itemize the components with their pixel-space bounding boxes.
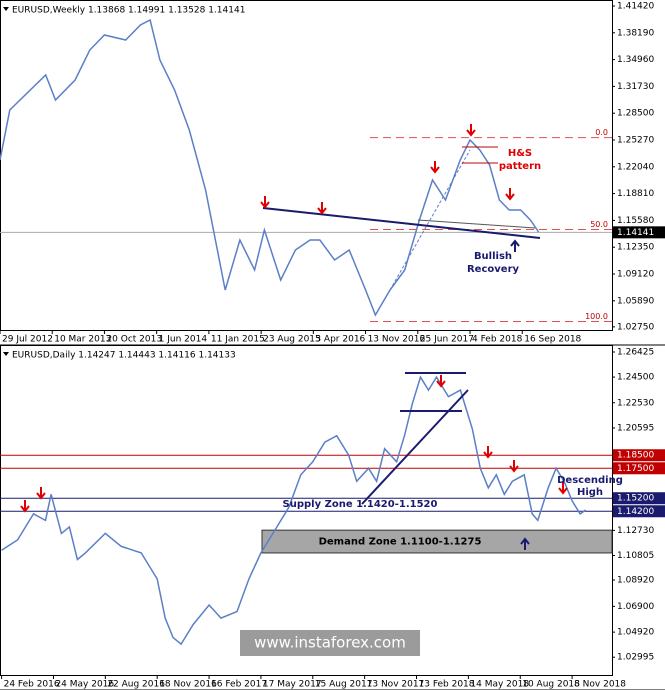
- y-tick-label: 1.38190: [617, 28, 654, 38]
- annotation: pattern: [499, 161, 541, 172]
- fib-label: 0.0: [595, 128, 608, 137]
- x-tick-label: 8 Nov 2018: [574, 680, 626, 690]
- channel: [389, 149, 471, 291]
- x-tick-label: 29 Jul 2012: [2, 335, 53, 345]
- panel-frame: [0, 345, 613, 676]
- x-tick-label: 18 Nov 2016: [159, 680, 217, 690]
- x-tick-label: 23 Aug 2015: [263, 335, 321, 345]
- annotation: Bullish: [474, 251, 512, 262]
- y-tick-label: 1.12350: [617, 243, 654, 253]
- y-tick-label: 1.10805: [617, 551, 654, 561]
- y-tick-label: 1.09120: [617, 269, 654, 279]
- price-label-bg: [613, 492, 665, 505]
- x-tick-label: 16 Sep 2018: [524, 335, 581, 345]
- fib-label: 100.0: [585, 312, 608, 321]
- price-line: [0, 18, 540, 317]
- y-tick-label: 1.05890: [617, 296, 654, 306]
- x-tick-label: 4 Feb 2018: [472, 335, 523, 345]
- price-label-bg: [613, 505, 665, 518]
- y-tick-label: 1.24500: [617, 373, 654, 383]
- price-label: 1.18500: [617, 451, 654, 461]
- price-label: 1.17500: [617, 464, 654, 474]
- arrow-down: [505, 188, 515, 201]
- arrow-down: [436, 375, 446, 388]
- top-drawings: [262, 146, 541, 291]
- x-tick-label: 20 Oct 2013: [106, 335, 162, 345]
- annotation: High: [577, 487, 603, 498]
- y-tick-label: 1.02750: [617, 322, 654, 332]
- x-tick-label: 10 Mar 2013: [54, 335, 111, 345]
- y-tick-label: 1.15580: [617, 216, 654, 226]
- y-tick-label: 1.34960: [617, 55, 654, 65]
- annotation: Descending: [557, 475, 623, 486]
- y-tick-label: 1.02995: [617, 653, 654, 663]
- bottom-arrows: [20, 375, 568, 550]
- price-label-bg: [613, 226, 665, 239]
- panel-title: EURUSD,Weekly 1.13868 1.14991 1.13528 1.…: [12, 6, 245, 16]
- x-tick-label: 24 Feb 2016: [4, 680, 60, 690]
- y-tick-label: 1.25270: [617, 135, 654, 145]
- watermark: www.instaforex.com: [254, 634, 406, 652]
- annotation: H&S: [508, 148, 532, 159]
- arrow-down: [483, 446, 493, 459]
- annotation: Recovery: [467, 264, 520, 275]
- arrow-down: [509, 460, 519, 473]
- y-tick-label: 1.06900: [617, 602, 654, 612]
- bottom-drawings: [361, 372, 469, 505]
- price-label: 1.14200: [617, 507, 654, 517]
- title-triangle: [3, 7, 9, 11]
- panel-title: EURUSD,Daily 1.14247 1.14443 1.14116 1.1…: [12, 351, 236, 361]
- y-tick-label: 1.22040: [617, 162, 654, 172]
- price-label-bg: [613, 449, 665, 462]
- neckline: [262, 207, 541, 239]
- price-label: 1.15200: [617, 494, 654, 504]
- price-line: [1, 375, 587, 646]
- y-tick-label: 1.31730: [617, 82, 654, 92]
- y-tick-label: 1.28500: [617, 109, 654, 119]
- y-tick-label: 1.12730: [617, 526, 654, 536]
- y-tick-label: 1.22530: [617, 398, 654, 408]
- y-tick-label: 1.26425: [617, 348, 654, 358]
- arrow-up: [510, 239, 520, 252]
- arrow-down: [317, 202, 327, 215]
- y-tick-label: 1.41420: [617, 1, 654, 11]
- title-triangle: [3, 352, 9, 356]
- trendline: [417, 219, 536, 229]
- annotation: Supply Zone 1.1420-1.1520: [283, 499, 438, 510]
- x-tick-label: 22 Aug 2016: [107, 680, 165, 690]
- trendline: [361, 389, 469, 505]
- x-tick-label: 25 Jun 2017: [420, 335, 474, 345]
- arrow-up: [520, 537, 530, 550]
- price-label: 1.14141: [617, 228, 654, 238]
- x-tick-label: 14 May 2018: [470, 680, 529, 690]
- watermark-bar: [240, 630, 420, 656]
- y-tick-label: 1.04920: [617, 628, 654, 638]
- arrow-down: [36, 487, 46, 500]
- x-tick-label: 16 Feb 2017: [211, 680, 267, 690]
- fib-label: 50.0: [590, 220, 608, 229]
- y-tick-label: 1.18810: [617, 189, 654, 199]
- x-tick-label: 3 Apr 2016: [315, 335, 365, 345]
- arrow-down: [20, 500, 30, 513]
- arrow-down: [466, 124, 476, 137]
- x-tick-label: 24 May 2016: [55, 680, 114, 690]
- y-tick-label: 1.20595: [617, 423, 654, 433]
- x-tick-label: 1 Jun 2014: [159, 335, 208, 345]
- arrow-down: [430, 161, 440, 174]
- x-tick-label: 13 Feb 2018: [419, 680, 475, 690]
- zone-label: Demand Zone 1.1100-1.1275: [319, 537, 482, 548]
- y-tick-label: 1.08920: [617, 576, 654, 586]
- x-tick-label: 13 Nov 2017: [367, 680, 425, 690]
- x-tick-label: 13 Nov 2016: [368, 335, 426, 345]
- x-tick-label: 10 Aug 2018: [522, 680, 580, 690]
- price-label-bg: [613, 462, 665, 475]
- arrow-down: [260, 196, 270, 209]
- x-tick-label: 17 May 2017: [263, 680, 322, 690]
- x-tick-label: 15 Aug 2017: [315, 680, 373, 690]
- top-arrows: [260, 124, 520, 252]
- panel-frame: [0, 0, 613, 331]
- x-tick-label: 11 Jan 2015: [211, 335, 265, 345]
- arrow-down: [558, 482, 568, 495]
